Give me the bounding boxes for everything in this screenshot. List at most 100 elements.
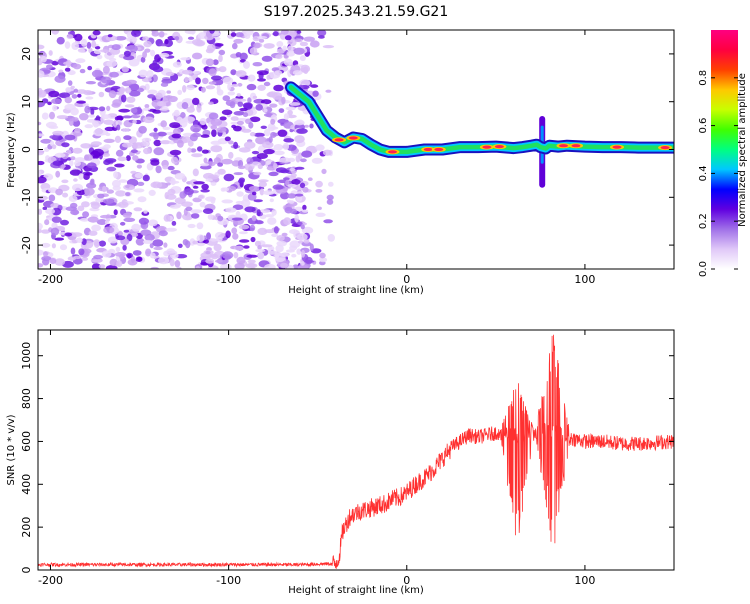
noise-blob [235,211,241,219]
noise-blob [199,118,207,126]
noise-blob [70,232,83,238]
noise-blob [287,193,297,199]
track-hotspot-core [334,138,344,142]
noise-blob [205,178,213,182]
noise-blob [282,45,287,52]
noise-blob [207,214,214,220]
noise-blob [114,115,124,122]
noise-blob [177,243,183,248]
noise-blob [208,101,214,105]
noise-blob [84,154,94,161]
noise-blob [243,60,250,69]
snr-frame [37,329,675,571]
noise-blob [107,34,113,38]
noise-blob [56,115,69,120]
noise-blob [252,95,258,99]
noise-blob [64,232,73,237]
noise-blob [102,66,110,74]
noise-blob [87,216,99,223]
noise-blob [301,241,312,247]
noise-blob [169,149,182,156]
noise-blob [280,191,290,200]
noise-blob [121,128,131,132]
noise-blob [221,199,233,204]
noise-blob [140,229,152,236]
noise-blob [118,108,131,113]
noise-blob [257,164,263,170]
noise-blob [83,173,90,180]
noise-blob [289,200,295,204]
noise-blob [301,150,313,158]
noise-blob [309,123,314,129]
noise-blob [235,200,244,205]
noise-blob [48,194,56,202]
noise-blob [64,134,76,141]
noise-blob [123,184,135,191]
noise-blob [51,243,57,249]
noise-blob [264,214,275,218]
noise-blob [160,82,169,87]
noise-blob [258,38,265,43]
noise-blob [98,264,106,269]
colorbar-label: Normalized spectral amplitude [737,73,748,227]
noise-blob [76,89,87,94]
x-tick-label: -100 [216,273,241,286]
track-hotspot-core [388,150,397,154]
y-tick-label: 20 [20,47,33,61]
noise-blob [203,249,214,255]
noise-blob [150,266,159,269]
noise-blob [196,234,205,242]
noise-blob [225,207,237,213]
noise-blob [270,131,277,138]
x-tick-label: 0 [403,574,410,587]
noise-blob [77,205,85,212]
noise-blob [130,149,138,154]
noise-blob [193,181,205,185]
noise-blob [99,49,110,53]
noise-blob [162,126,171,131]
colorbar-tick-label: 0.2 [698,213,709,229]
noise-blob [81,238,87,246]
noise-blob [41,229,51,234]
noise-blob [192,39,203,46]
noise-blob [59,244,68,251]
noise-blob [275,54,283,60]
noise-blob [147,94,156,99]
noise-blob [49,111,55,120]
noise-blob [289,102,301,106]
noise-blob [263,128,271,137]
noise-blob [246,83,257,91]
noise-blob [263,148,275,155]
noise-blob [312,90,319,97]
noise-blob [102,153,110,157]
noise-blob [79,217,90,222]
noise-blob [51,60,59,66]
noise-blob [222,76,234,85]
noise-blob [153,147,165,156]
noise-blob [55,188,63,196]
noise-blob [132,119,137,124]
x-tick-label: -200 [38,574,63,587]
track-hotspot-core [434,147,444,152]
noise-blob [62,192,69,198]
noise-blob [189,133,198,142]
noise-blob [182,239,189,246]
noise-blob [177,89,183,95]
noise-blob [181,102,189,110]
noise-blob [180,57,191,61]
noise-blob [63,61,74,66]
track-hotspot-core [423,147,433,152]
noise-blob [60,164,66,168]
noise-blob [142,116,155,124]
noise-blob [111,44,121,51]
noise-blob [130,107,138,113]
noise-blob [273,162,278,169]
noise-blob [96,54,103,60]
noise-blob [294,38,301,43]
noise-blob [304,124,309,128]
noise-blob [309,243,314,252]
noise-blob [51,144,57,150]
noise-blob [221,251,234,260]
noise-blob [87,162,97,169]
